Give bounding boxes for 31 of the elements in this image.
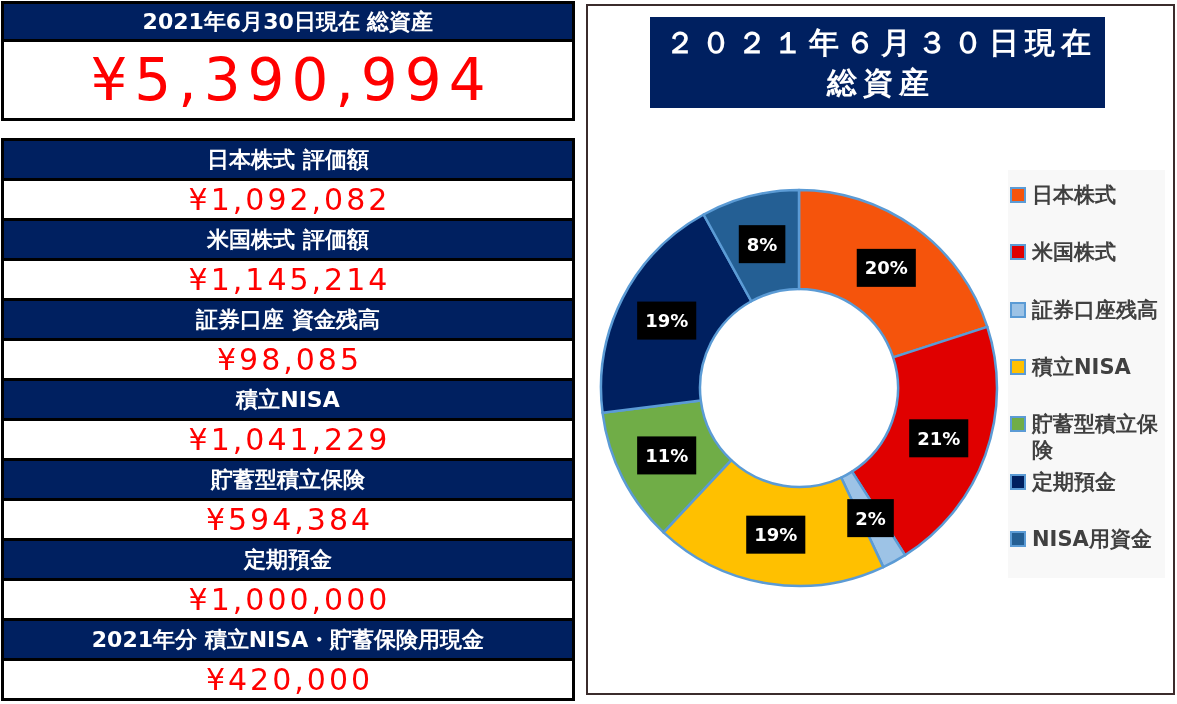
text: ¥98,085 [216, 342, 363, 377]
text: 定期預金 [244, 545, 332, 574]
text: 米国株式 評価額 [207, 225, 369, 254]
data-label: 20% [864, 257, 908, 279]
data-label: 2% [855, 507, 886, 529]
text: 積立NISA [236, 385, 340, 414]
chart-title: ２０２１年６月３０日現在総資産 [650, 17, 1105, 108]
text: ¥5,390,994 [90, 46, 493, 114]
text: 2021年6月30日現在 総資産 [142, 7, 434, 36]
legend-label: 日本株式 [1032, 182, 1117, 208]
text: ¥594,384 [205, 502, 374, 537]
data-label: 19% [645, 310, 689, 332]
legend-label: 証券口座残高 [1032, 296, 1159, 323]
text: ¥420,000 [205, 662, 374, 697]
data-label: 11% [645, 444, 689, 466]
text: 貯蓄型積立保険 [211, 465, 365, 494]
text: ¥1,000,000 [188, 582, 391, 617]
text: 2021年分 積立NISA・貯蓄保険用現金 [91, 625, 485, 654]
text: ¥1,092,082 [188, 182, 391, 217]
text: 証券口座 資金残高 [196, 305, 380, 334]
legend-label: NISA用資金 [1032, 525, 1153, 552]
text: ¥1,145,214 [188, 262, 391, 297]
legend-label: 定期預金 [1032, 468, 1117, 495]
legend-label: 米国株式 [1032, 239, 1117, 266]
legend-label: 積立NISA [1032, 353, 1132, 380]
legend-label: 貯蓄型積立保険 [1032, 411, 1159, 464]
data-label: 21% [917, 427, 961, 449]
data-label: 8% [746, 233, 778, 255]
data-label: 19% [754, 524, 798, 546]
text: ¥1,041,229 [188, 422, 391, 457]
text: 日本株式 評価額 [207, 145, 369, 174]
